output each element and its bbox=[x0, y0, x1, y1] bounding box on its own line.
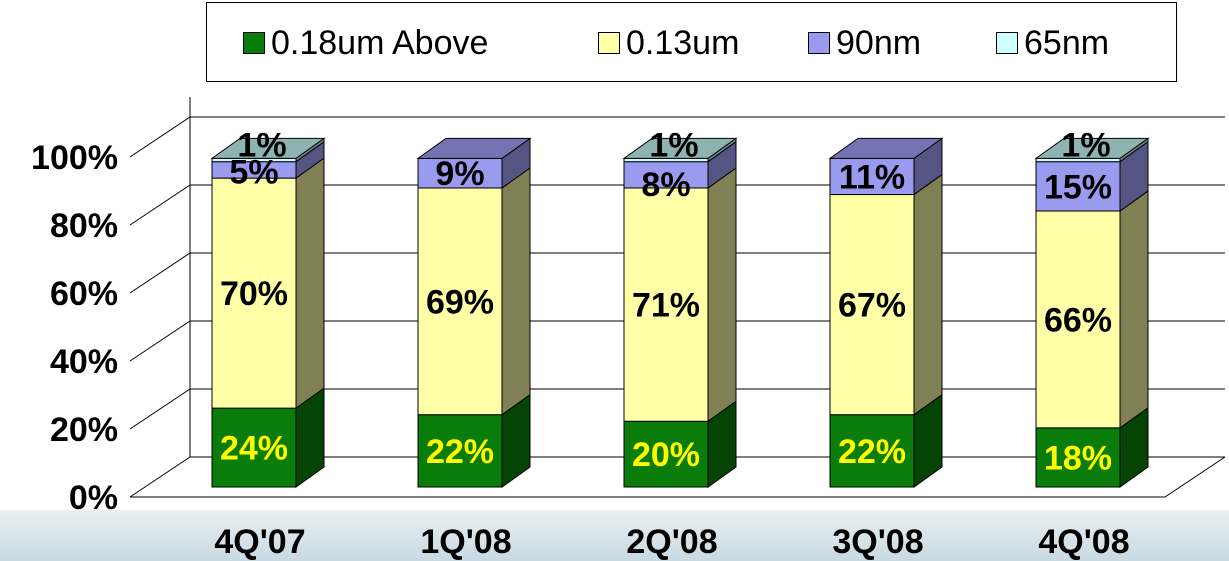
bar-segment-front bbox=[417, 414, 503, 488]
legend-swatch-013um bbox=[598, 32, 620, 54]
y-tick-label: 60% bbox=[50, 275, 118, 313]
chart-legend: 0.18um Above 0.13um 90nm 65nm bbox=[206, 2, 1177, 82]
data-label: 1% bbox=[649, 126, 698, 164]
bar-segment-front bbox=[417, 187, 503, 416]
bar-top-face bbox=[210, 137, 326, 159]
data-label: 22% bbox=[838, 433, 906, 471]
bar-top-face bbox=[416, 137, 532, 159]
bar-segment-side bbox=[707, 167, 737, 423]
data-label: 22% bbox=[426, 433, 494, 471]
data-label: 8% bbox=[641, 166, 690, 204]
data-label: 24% bbox=[220, 430, 288, 468]
legend-label-90nm: 90nm bbox=[836, 23, 922, 62]
legend-swatch-90nm bbox=[808, 32, 830, 54]
bar-segment-front bbox=[1035, 161, 1121, 212]
data-label: 67% bbox=[838, 287, 906, 325]
y-tick-label: 40% bbox=[50, 343, 118, 381]
bottom-band bbox=[0, 510, 1229, 561]
legend-item-018um: 0.18um Above bbox=[243, 3, 488, 83]
x-tick-label: 4Q'08 bbox=[1038, 523, 1129, 561]
bar-top-face bbox=[622, 137, 738, 159]
bar-segment-front bbox=[211, 407, 297, 488]
bar-segment-side bbox=[913, 173, 943, 416]
y-tick-label: 20% bbox=[50, 411, 118, 449]
legend-swatch-018um bbox=[243, 32, 265, 54]
legend-label-013um: 0.13um bbox=[626, 23, 740, 62]
bar-segment-front bbox=[829, 414, 915, 488]
bar-segment-side bbox=[295, 157, 325, 410]
data-label: 66% bbox=[1044, 301, 1112, 339]
bar-top-face bbox=[1034, 137, 1150, 159]
bar-segment-front bbox=[623, 420, 709, 488]
legend-item-013um: 0.13um bbox=[598, 3, 739, 83]
y-tick-label: 100% bbox=[31, 139, 118, 177]
data-label: 20% bbox=[632, 436, 700, 474]
x-tick-label: 1Q'08 bbox=[420, 523, 511, 561]
bar-segment-front bbox=[829, 194, 915, 416]
legend-label-65nm: 65nm bbox=[1024, 23, 1110, 62]
bar-segment-side bbox=[501, 167, 531, 416]
floor-edge bbox=[130, 456, 1226, 498]
bar-segment-front bbox=[1035, 210, 1121, 429]
legend-swatch-65nm bbox=[996, 32, 1018, 54]
data-label: 5% bbox=[229, 154, 278, 192]
x-tick-label: 3Q'08 bbox=[832, 523, 923, 561]
legend-item-90nm: 90nm bbox=[808, 3, 921, 83]
bar-segment-front bbox=[417, 157, 503, 189]
data-label: 70% bbox=[220, 275, 288, 313]
y-tick-label: 0% bbox=[69, 479, 118, 517]
legend-label-018um: 0.18um Above bbox=[271, 23, 489, 62]
data-label: 69% bbox=[426, 283, 494, 321]
bar-segment-front bbox=[829, 157, 915, 196]
y-tick-label: 80% bbox=[50, 207, 118, 245]
bar-top-face bbox=[828, 137, 944, 159]
x-tick-label: 2Q'08 bbox=[626, 523, 717, 561]
bar-segment-front bbox=[211, 177, 297, 409]
bar-segment-front bbox=[1035, 427, 1121, 488]
data-label: 71% bbox=[632, 287, 700, 325]
data-label: 1% bbox=[1061, 126, 1110, 164]
data-label: 11% bbox=[839, 158, 905, 196]
data-label: 1% bbox=[237, 126, 286, 164]
legend-item-65nm: 65nm bbox=[996, 3, 1109, 83]
x-tick-label: 4Q'07 bbox=[214, 523, 305, 561]
bar-segment-front bbox=[623, 187, 709, 422]
data-label: 18% bbox=[1044, 439, 1112, 477]
data-label: 15% bbox=[1044, 168, 1112, 206]
data-label: 9% bbox=[435, 155, 484, 193]
bar-segment-side bbox=[1119, 190, 1149, 429]
